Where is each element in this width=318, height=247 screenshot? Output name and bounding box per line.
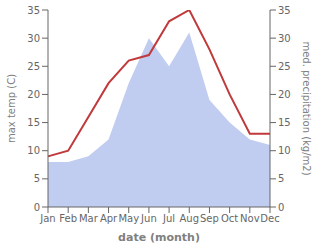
svg-text:20: 20 <box>27 89 40 100</box>
svg-text:max temp (C): max temp (C) <box>8 74 17 143</box>
svg-text:0: 0 <box>278 202 284 213</box>
svg-text:25: 25 <box>278 61 291 72</box>
svg-text:30: 30 <box>27 33 40 44</box>
svg-text:5: 5 <box>34 173 40 184</box>
svg-text:5: 5 <box>278 173 284 184</box>
svg-text:Sep: Sep <box>200 213 219 224</box>
svg-text:10: 10 <box>278 145 291 156</box>
svg-text:Dec: Dec <box>260 213 279 224</box>
svg-text:Feb: Feb <box>59 213 77 224</box>
svg-text:35: 35 <box>27 5 40 16</box>
svg-text:Jan: Jan <box>39 213 55 224</box>
svg-text:date (month): date (month) <box>118 231 200 244</box>
svg-text:15: 15 <box>27 117 40 128</box>
svg-text:35: 35 <box>278 5 291 16</box>
svg-text:0: 0 <box>34 202 40 213</box>
svg-text:May: May <box>118 213 139 224</box>
svg-text:25: 25 <box>27 61 40 72</box>
svg-text:Aug: Aug <box>180 213 200 224</box>
svg-text:Nov: Nov <box>240 213 260 224</box>
svg-text:Oct: Oct <box>221 213 238 224</box>
svg-text:15: 15 <box>278 117 291 128</box>
svg-text:Apr: Apr <box>100 213 118 224</box>
svg-text:10: 10 <box>27 145 40 156</box>
svg-text:med. precipitation (kg/m2): med. precipitation (kg/m2) <box>301 41 310 175</box>
svg-text:Mar: Mar <box>79 213 99 224</box>
svg-text:Jul: Jul <box>162 213 175 224</box>
svg-text:30: 30 <box>278 33 291 44</box>
svg-text:Jun: Jun <box>140 213 157 224</box>
svg-text:20: 20 <box>278 89 291 100</box>
